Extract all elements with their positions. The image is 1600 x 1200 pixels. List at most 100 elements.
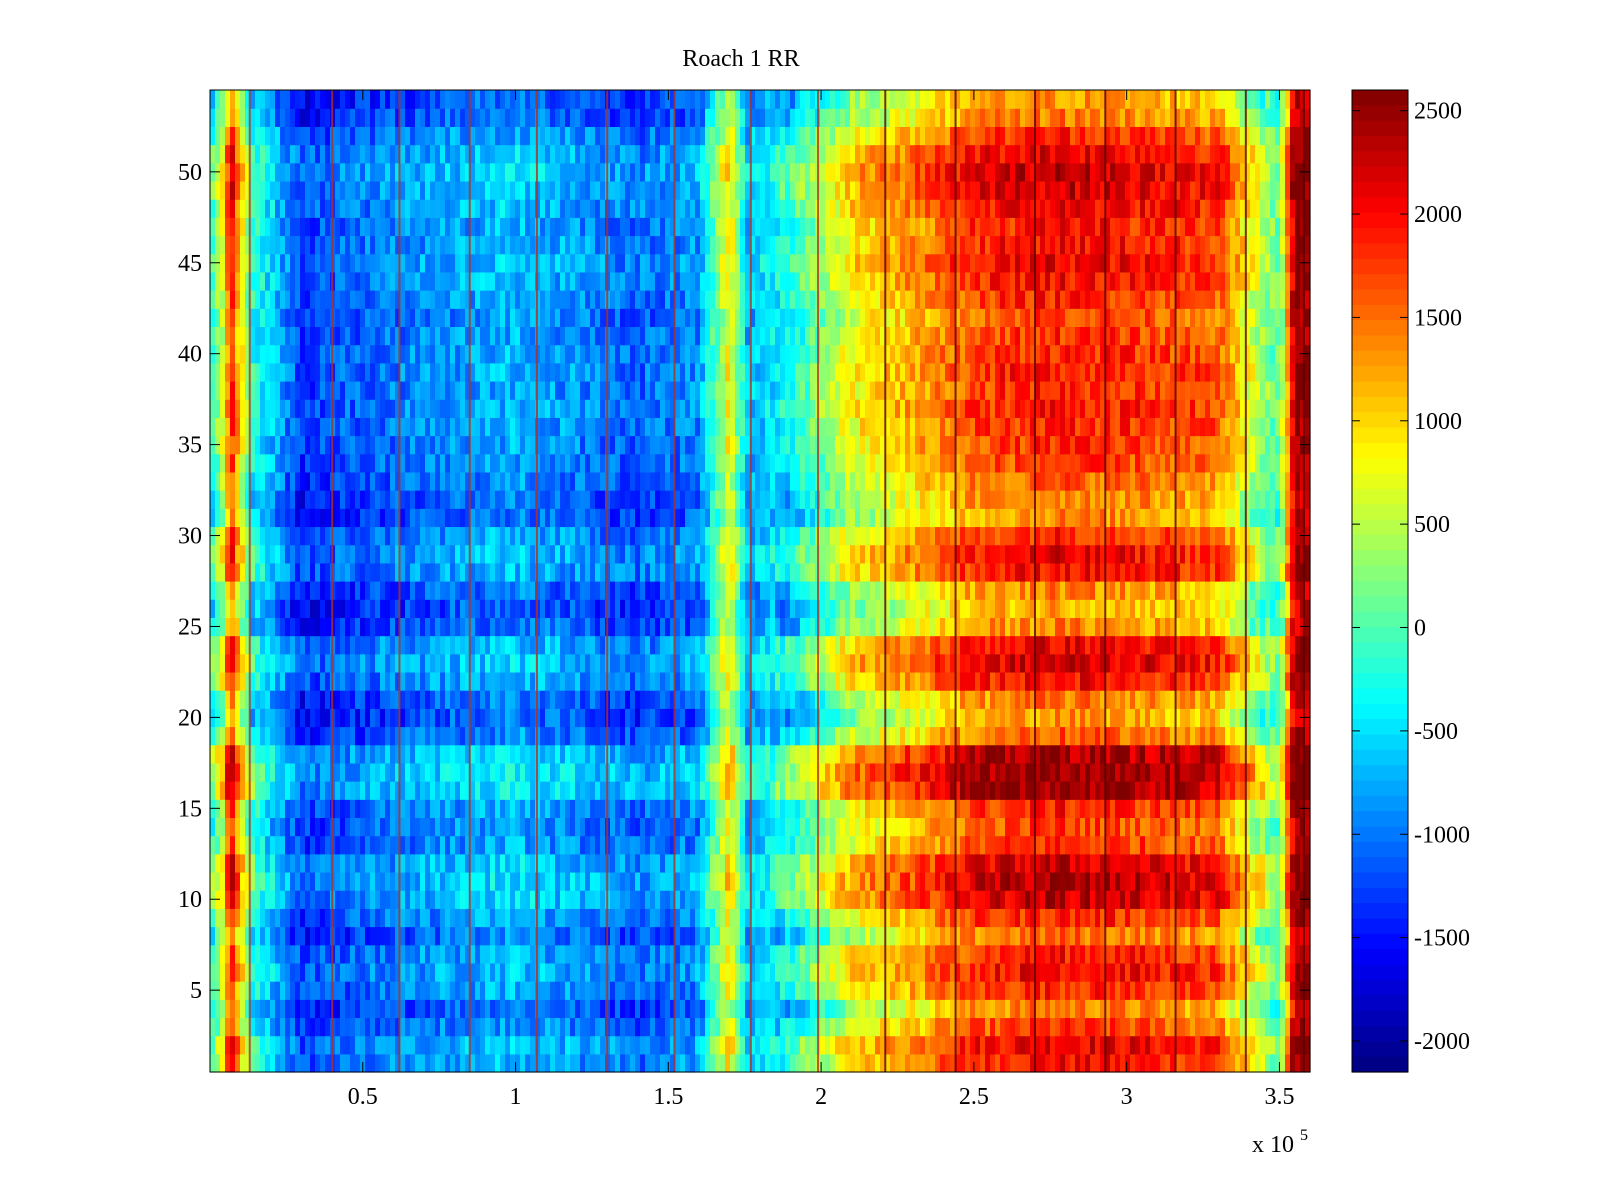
heatmap-cell [875,1035,881,1055]
heatmap-cell [290,690,296,709]
heatmap-cell [485,926,491,946]
heatmap-cell [430,726,436,746]
heatmap-cell [645,962,651,982]
heatmap-cell [315,853,321,873]
heatmap-cell [895,799,901,819]
heatmap-cell [565,1035,571,1055]
heatmap-cell [990,799,996,819]
heatmap-cell [415,726,421,746]
heatmap-cell [690,926,696,946]
heatmap-cell [725,1053,731,1073]
heatmap-cell [595,853,601,873]
heatmap-cell [1100,871,1106,891]
heatmap-cell [1255,817,1261,837]
heatmap-cell [940,835,946,855]
heatmap-cell [835,690,841,709]
heatmap-cell [615,744,621,764]
heatmap-cell [1175,817,1181,837]
heatmap-cell [1005,726,1011,746]
heatmap-cell [895,690,901,709]
heatmap-cell [425,981,431,1000]
heatmap-cell [470,671,476,691]
heatmap-cell [1145,1017,1151,1037]
heatmap-cell [810,1035,816,1055]
heatmap-cell [765,762,771,782]
heatmap-cell [835,1017,841,1037]
heatmap-cell [1130,1053,1136,1073]
heatmap-cell [1080,962,1086,982]
heatmap-cell [1175,835,1181,855]
heatmap-cell [315,762,321,782]
heatmap-cell [1125,1017,1131,1037]
heatmap-cell [905,962,911,982]
heatmap-cell [860,908,866,928]
heatmap-cell [1205,671,1211,691]
heatmap-cell [555,817,561,837]
heatmap-cell [795,690,801,709]
heatmap-cell [1240,853,1246,873]
heatmap-cell [970,908,976,928]
heatmap-cell [520,726,526,746]
heatmap-cell [315,690,321,709]
heatmap-cell [845,708,851,728]
heatmap-cell [410,890,416,909]
heatmap-cell [260,817,266,837]
heatmap-cell [750,890,756,909]
heatmap-cell [1255,926,1261,946]
heatmap-cell [290,962,296,982]
heatmap-cell [755,781,761,800]
heatmap-cell [930,799,936,819]
heatmap-cell [435,981,441,1000]
heatmap-cell [885,653,891,673]
heatmap-cell [220,726,226,746]
heatmap-cell [1130,926,1136,946]
heatmap-cell [320,744,326,764]
heatmap-cell [1105,690,1111,709]
heatmap-cell [525,690,531,709]
heatmap-cell [1015,781,1021,800]
heatmap-cell [920,1035,926,1055]
heatmap-cell [1135,817,1141,837]
heatmap-cell [660,744,666,764]
heatmap-cell [575,671,581,691]
heatmap-cell [670,835,676,855]
heatmap-cell [910,871,916,891]
heatmap-cell [1165,1035,1171,1055]
heatmap-cell [1030,671,1036,691]
heatmap-cell [1050,853,1056,873]
heatmap-cell [270,981,276,1000]
heatmap-cell [655,1017,661,1037]
heatmap-cell [735,926,741,946]
heatmap-cell [645,944,651,964]
heatmap-cell [345,726,351,746]
heatmap-cell [500,817,506,837]
heatmap-cell [465,653,471,673]
heatmap-cell [635,1035,641,1055]
heatmap-cell [580,708,586,728]
heatmap-cell [720,708,726,728]
heatmap-cell [425,726,431,746]
heatmap-cell [1170,853,1176,873]
heatmap-cell [905,1017,911,1037]
heatmap-cell [445,871,451,891]
heatmap-cell [510,817,516,837]
heatmap-cell [905,853,911,873]
heatmap-cell [1055,744,1061,764]
heatmap-cell [235,1053,241,1073]
heatmap-cell [920,926,926,946]
heatmap-cell [595,744,601,764]
heatmap-cell [465,853,471,873]
heatmap-cell [240,671,246,691]
heatmap-cell [950,708,956,728]
heatmap-cell [1040,726,1046,746]
heatmap-cell [940,708,946,728]
heatmap-cell [1035,744,1041,764]
heatmap-cell [725,726,731,746]
heatmap-cell [1305,781,1311,800]
heatmap-cell [950,690,956,709]
heatmap-cell [660,762,666,782]
heatmap-cell [620,708,626,728]
heatmap-cell [1170,835,1176,855]
heatmap-cell [325,744,331,764]
heatmap-cell [1175,853,1181,873]
